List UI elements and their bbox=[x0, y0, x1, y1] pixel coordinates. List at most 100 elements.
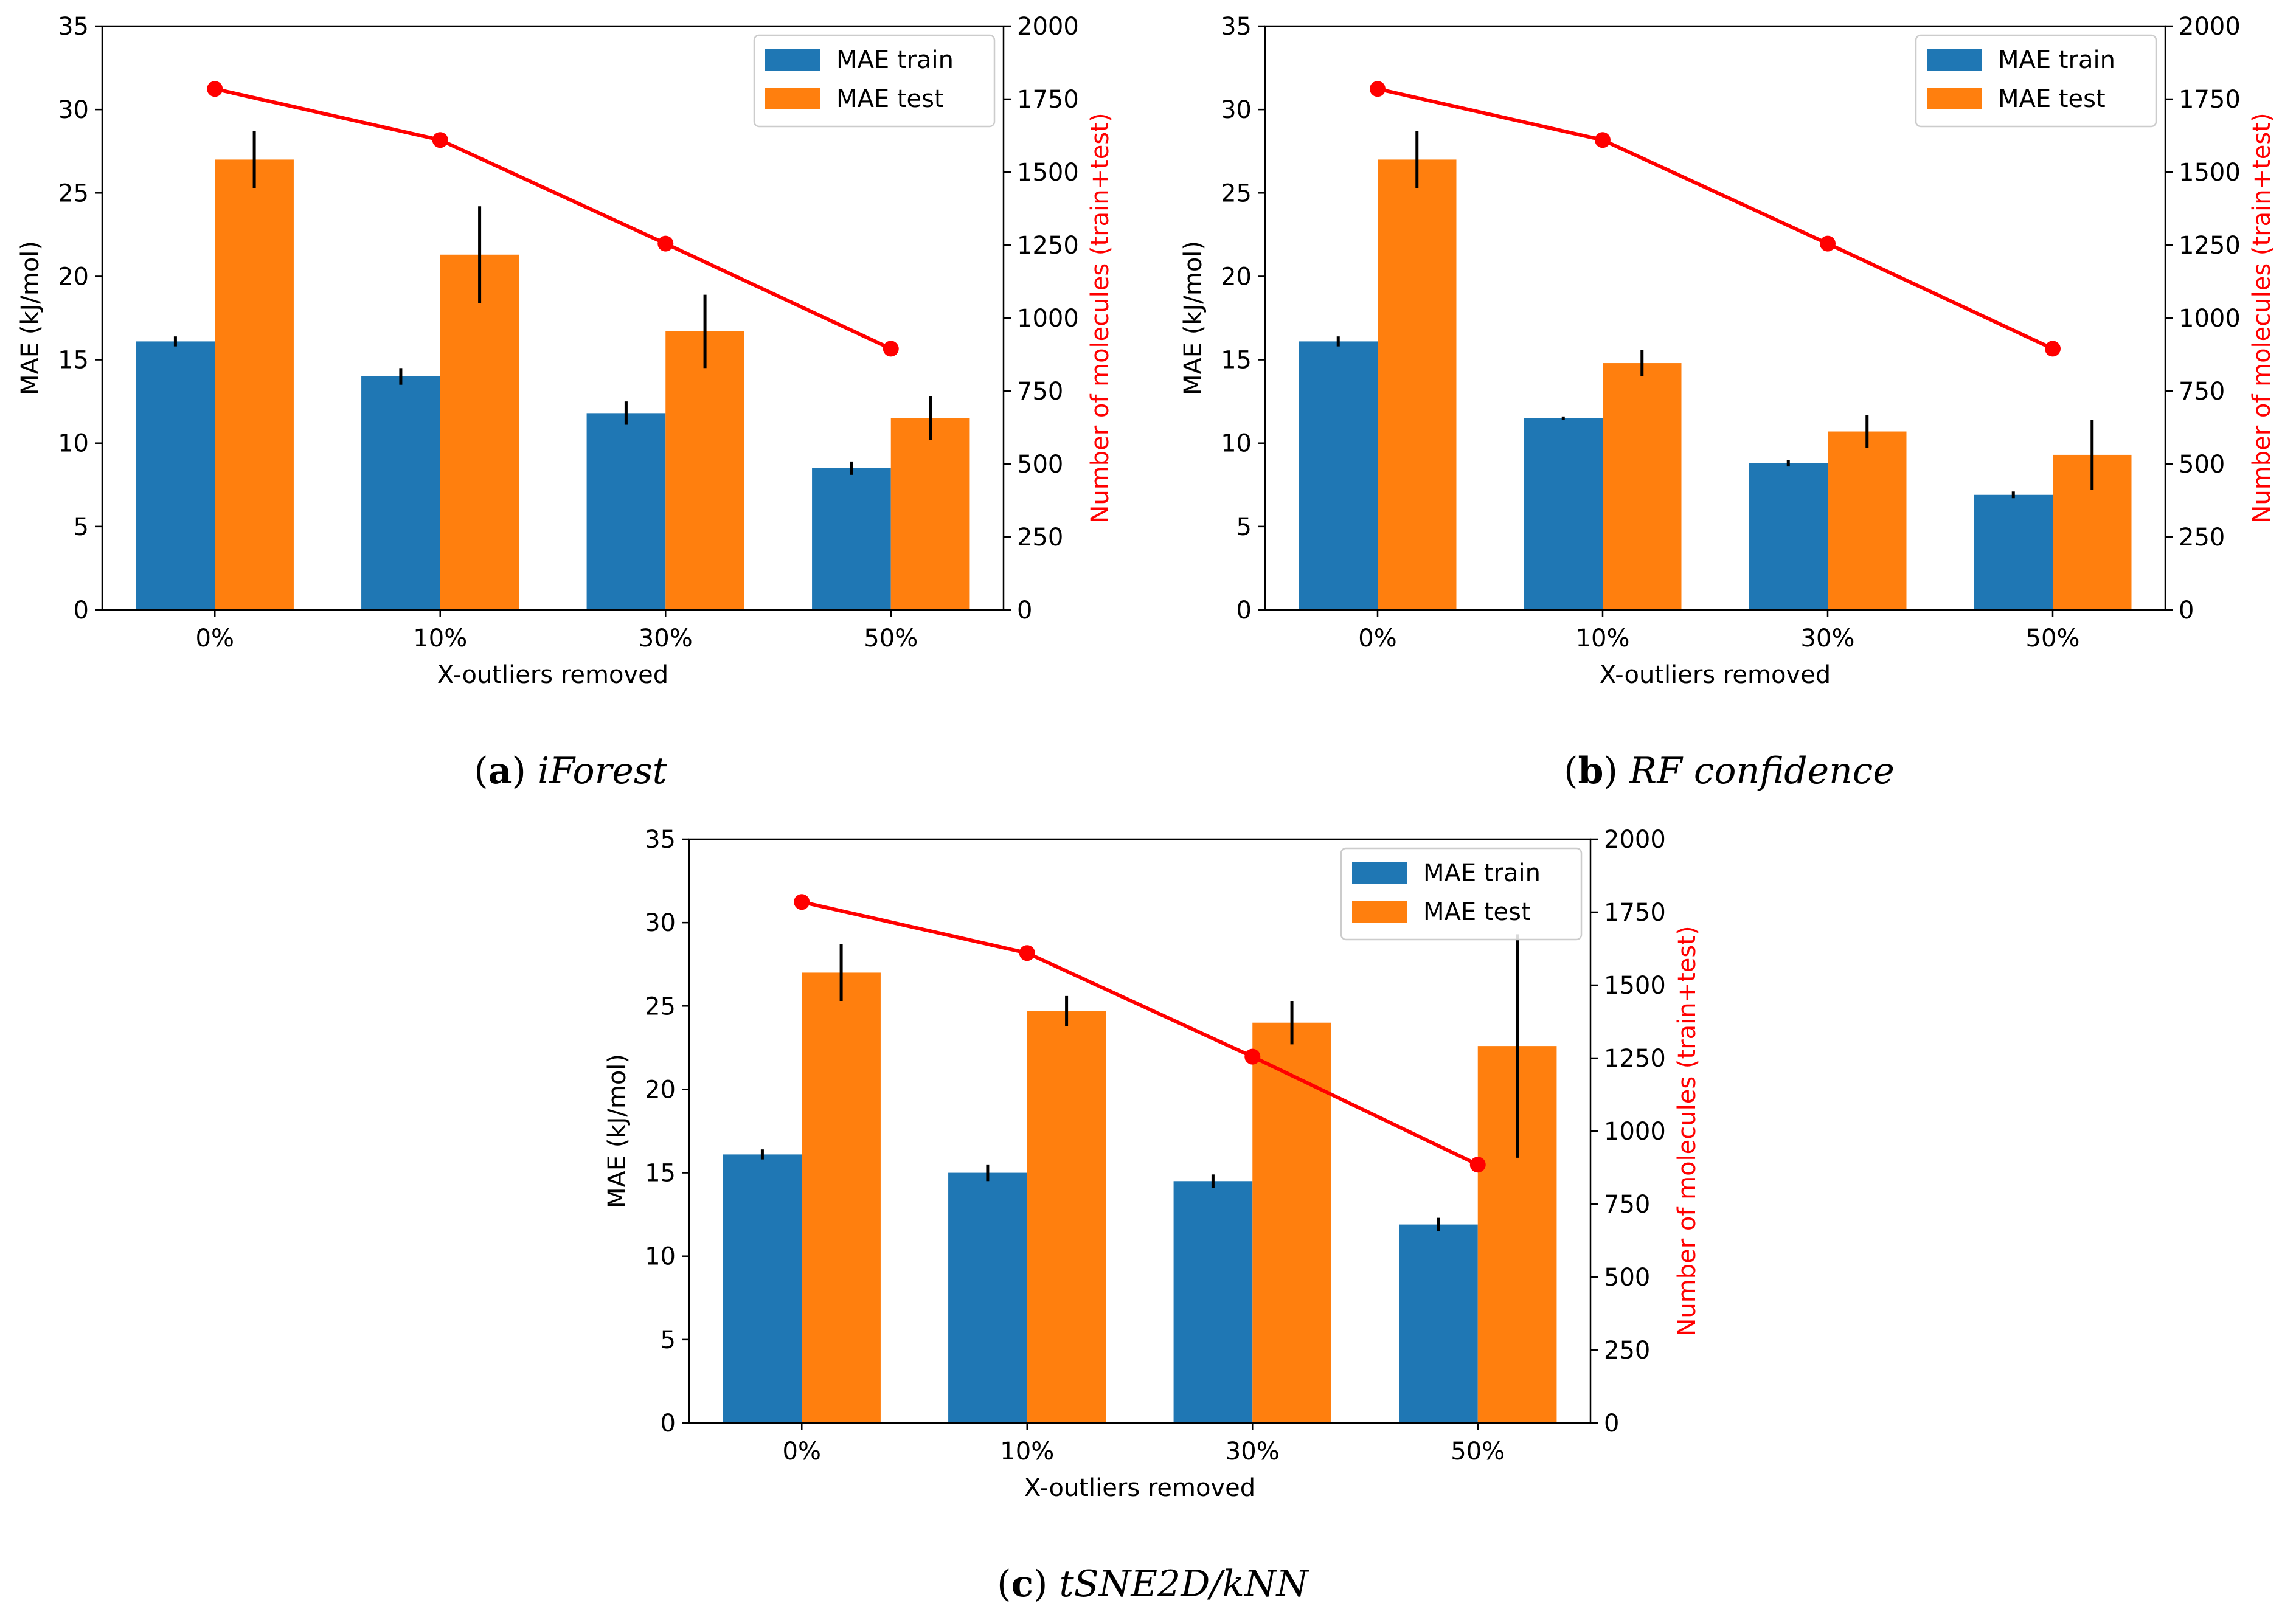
caption-text: tSNE2D/kNN bbox=[1060, 1563, 1310, 1605]
ytick-label: 20 bbox=[1221, 263, 1252, 291]
y2-axis-label: Number of molecules (train+test) bbox=[1086, 112, 1114, 523]
caption-paren-open: ( bbox=[1564, 750, 1578, 792]
bar-train-1 bbox=[948, 1172, 1027, 1423]
y2tick-label: 1000 bbox=[1604, 1118, 1666, 1146]
bar-train-0 bbox=[723, 1154, 802, 1423]
bar-train-3 bbox=[812, 468, 891, 610]
xtick-label: 10% bbox=[1000, 1438, 1054, 1466]
ytick-label: 25 bbox=[645, 992, 676, 1020]
y2-axis-label: Number of molecules (train+test) bbox=[1673, 926, 1701, 1336]
y-axis-label: MAE (kJ/mol) bbox=[1179, 241, 1207, 395]
ytick-label: 35 bbox=[1221, 13, 1252, 41]
ytick-label: 0 bbox=[74, 597, 89, 625]
chart-panel-c: 0 5 10 15 20 25 30 35 0 250 500 750 1000 1250 1500 1750… bbox=[603, 826, 1701, 1605]
y2tick-label: 500 bbox=[1017, 451, 1063, 479]
y2tick-label: 1750 bbox=[1604, 899, 1666, 927]
legend-swatch-test bbox=[1352, 901, 1407, 922]
panel-caption: (c) tSNE2D/kNN bbox=[997, 1563, 1309, 1605]
legend-swatch-train bbox=[1352, 862, 1407, 884]
ytick-label: 15 bbox=[58, 347, 89, 375]
legend-label-train: MAE train bbox=[836, 46, 954, 74]
panel-caption: (b) RF confidence bbox=[1564, 750, 1895, 792]
caption-letter: c bbox=[1011, 1563, 1034, 1605]
ytick-label: 25 bbox=[1221, 179, 1252, 207]
y2tick-label: 1500 bbox=[1604, 972, 1666, 1000]
y2tick-label: 1000 bbox=[2179, 305, 2241, 333]
y2tick-label: 0 bbox=[2179, 597, 2194, 625]
ytick-label: 30 bbox=[58, 96, 89, 124]
bar-train-3 bbox=[1974, 494, 2053, 610]
bar-train-1 bbox=[361, 376, 440, 610]
y2tick-label: 750 bbox=[2179, 378, 2225, 406]
panel-caption: (a) iForest bbox=[474, 750, 667, 792]
ytick-label: 20 bbox=[645, 1076, 676, 1104]
legend-label-test: MAE test bbox=[1423, 898, 1531, 926]
xtick-label: 30% bbox=[1801, 625, 1855, 652]
count-point-0 bbox=[1370, 81, 1386, 97]
count-point-3 bbox=[883, 341, 899, 357]
y2tick-label: 250 bbox=[1017, 524, 1063, 552]
bar-test-0 bbox=[215, 159, 294, 610]
ytick-label: 25 bbox=[58, 179, 89, 207]
bar-test-3 bbox=[890, 418, 970, 610]
bar-test-1 bbox=[1603, 363, 1682, 610]
count-point-3 bbox=[2045, 341, 2061, 357]
y2tick-label: 0 bbox=[1017, 597, 1032, 625]
ytick-label: 15 bbox=[645, 1160, 676, 1188]
y2tick-label: 250 bbox=[1604, 1337, 1650, 1365]
count-point-2 bbox=[1820, 235, 1836, 252]
caption-paren-close: ) bbox=[1033, 1563, 1059, 1605]
caption-text: RF confidence bbox=[1629, 750, 1895, 792]
y2tick-label: 2000 bbox=[1017, 13, 1079, 41]
bar-test-1 bbox=[440, 254, 519, 610]
ytick-label: 20 bbox=[58, 263, 89, 291]
y2tick-label: 2000 bbox=[1604, 826, 1666, 854]
y2tick-label: 750 bbox=[1604, 1191, 1650, 1219]
count-point-1 bbox=[1595, 132, 1611, 148]
ytick-label: 5 bbox=[74, 513, 89, 541]
bar-train-1 bbox=[1524, 418, 1603, 610]
bar-train-2 bbox=[1173, 1181, 1253, 1423]
xtick-label: 50% bbox=[2026, 625, 2080, 652]
chart-panel-b: 0 5 10 15 20 25 30 35 0 250 500 750 1000 1250 1500 1750… bbox=[1179, 13, 2276, 792]
y2tick-label: 1500 bbox=[2179, 159, 2241, 187]
y2tick-label: 1750 bbox=[1017, 86, 1079, 114]
bar-train-3 bbox=[1399, 1224, 1478, 1423]
y-axis-label: MAE (kJ/mol) bbox=[603, 1054, 631, 1208]
caption-letter: b bbox=[1578, 750, 1604, 792]
count-point-0 bbox=[207, 81, 223, 97]
ytick-label: 35 bbox=[645, 826, 676, 854]
xtick-label: 0% bbox=[1358, 625, 1396, 652]
xtick-label: 30% bbox=[639, 625, 693, 652]
y-axis-label: MAE (kJ/mol) bbox=[16, 241, 44, 395]
xtick-label: 0% bbox=[783, 1438, 821, 1466]
bar-train-2 bbox=[586, 413, 666, 610]
legend-label-test: MAE test bbox=[836, 85, 944, 113]
ytick-label: 30 bbox=[645, 909, 676, 937]
xtick-label: 10% bbox=[413, 625, 467, 652]
bar-test-2 bbox=[1252, 1022, 1331, 1423]
count-point-0 bbox=[794, 894, 810, 910]
caption-paren-close: ) bbox=[1603, 750, 1629, 792]
legend-label-train: MAE train bbox=[1998, 46, 2115, 74]
ytick-label: 30 bbox=[1221, 96, 1252, 124]
bar-test-2 bbox=[1828, 431, 1907, 610]
y2-axis-label: Number of molecules (train+test) bbox=[2248, 112, 2276, 523]
ytick-label: 5 bbox=[661, 1326, 676, 1354]
ytick-label: 10 bbox=[645, 1243, 676, 1271]
caption-letter: a bbox=[488, 750, 512, 792]
ytick-label: 10 bbox=[1221, 430, 1252, 458]
legend-swatch-train bbox=[765, 49, 820, 71]
count-line bbox=[801, 900, 1479, 1166]
y2tick-label: 1500 bbox=[1017, 159, 1079, 187]
caption-text: iForest bbox=[538, 750, 668, 792]
count-point-1 bbox=[432, 132, 448, 148]
y2tick-label: 1750 bbox=[2179, 86, 2241, 114]
bar-test-2 bbox=[665, 331, 744, 610]
count-line bbox=[1377, 87, 2054, 351]
bar-train-2 bbox=[1749, 463, 1828, 610]
ytick-label: 35 bbox=[58, 13, 89, 41]
chart-panel-a: 0 5 10 15 20 25 30 35 0 250 500 750 1000 1250 1500 1750… bbox=[16, 13, 1114, 792]
y2tick-label: 2000 bbox=[2179, 13, 2241, 41]
